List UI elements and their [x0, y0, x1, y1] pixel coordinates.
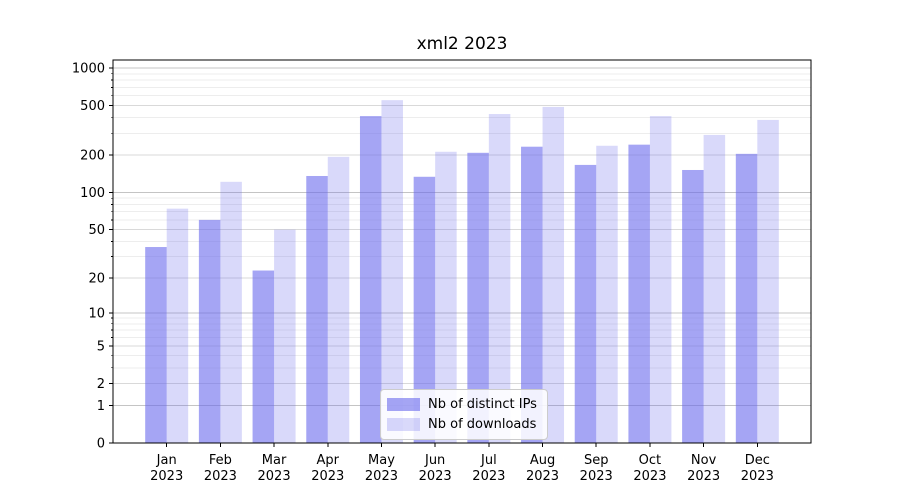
y-tick-label: 1 — [97, 399, 105, 414]
x-tick-label-month: Feb — [209, 453, 232, 468]
x-tick-label-month: Jun — [424, 453, 445, 468]
bar-downloads-apr — [327, 156, 350, 443]
y-tick-label: 1000 — [72, 62, 105, 77]
bar-distinct-ips-feb — [198, 219, 221, 443]
bar-distinct-ips-jun — [413, 176, 436, 444]
chart-title: xml2 2023 — [416, 34, 508, 54]
bar-downloads-jun — [435, 151, 457, 443]
y-tick-label: 100 — [80, 186, 105, 201]
bar-downloads-mar — [274, 229, 296, 443]
x-tick-label-year: 2023 — [258, 469, 291, 484]
x-tick-label-month: Apr — [317, 453, 340, 468]
bar-downloads-may — [381, 100, 403, 443]
axes-border — [112, 59, 812, 444]
legend-swatch-downloads — [387, 418, 420, 431]
x-tick-label-month: Mar — [262, 453, 287, 468]
bar-distinct-ips-aug — [521, 146, 543, 443]
x-tick-label-month: Oct — [639, 453, 661, 468]
y-tick-label: 0 — [97, 437, 105, 452]
x-tick-label-year: 2023 — [526, 469, 559, 484]
bar-downloads-aug — [542, 106, 565, 443]
y-tick-label: 5 — [97, 339, 105, 354]
x-tick-label-year: 2023 — [150, 469, 183, 484]
x-tick-label-year: 2023 — [741, 469, 774, 484]
x-tick-label-year: 2023 — [311, 469, 344, 484]
x-tick-label-month: Aug — [530, 453, 555, 468]
x-tick-label-month: Jul — [480, 453, 497, 468]
bar-distinct-ips-mar — [252, 270, 275, 443]
x-tick-label-year: 2023 — [204, 469, 237, 484]
bar-downloads-dec — [757, 119, 779, 444]
bar-downloads-jan — [166, 208, 189, 443]
y-tick-label: 10 — [88, 306, 105, 321]
legend-label-distinct-ips: Nb of distinct IPs — [428, 397, 537, 412]
x-tick-label-month: Dec — [745, 453, 770, 468]
x-tick-label-month: Jan — [156, 453, 177, 468]
legend-item-distinct-ips: Nb of distinct IPs — [387, 395, 537, 414]
x-tick-label-month: Sep — [584, 453, 609, 468]
x-tick-label-month: May — [368, 453, 395, 468]
y-tick-label: 20 — [88, 271, 105, 286]
bar-distinct-ips-jan — [145, 247, 167, 443]
x-tick-label-year: 2023 — [419, 469, 452, 484]
legend-item-downloads: Nb of downloads — [387, 415, 537, 434]
bar-downloads-nov — [703, 134, 726, 443]
bar-downloads-feb — [220, 181, 242, 443]
legend: Nb of distinct IPs Nb of downloads — [380, 389, 548, 440]
bar-distinct-ips-oct — [628, 144, 650, 444]
y-tick-label: 50 — [88, 223, 105, 238]
bar-distinct-ips-apr — [306, 175, 328, 443]
bar-distinct-ips-may — [359, 116, 382, 443]
y-tick-label: 500 — [80, 99, 105, 114]
bar-distinct-ips-jul — [467, 152, 489, 444]
bar-distinct-ips-dec — [735, 153, 758, 443]
legend-label-downloads: Nb of downloads — [428, 417, 537, 432]
x-tick-label-month: Nov — [691, 453, 717, 468]
bar-downloads-oct — [649, 116, 672, 443]
legend-swatch-distinct-ips — [387, 398, 420, 411]
x-tick-label-year: 2023 — [365, 469, 398, 484]
x-tick-label-year: 2023 — [580, 469, 613, 484]
bar-downloads-sep — [596, 145, 618, 443]
bar-distinct-ips-sep — [574, 164, 597, 443]
y-tick-label: 200 — [80, 149, 105, 164]
x-tick-label-year: 2023 — [472, 469, 505, 484]
y-tick-label: 2 — [97, 377, 105, 392]
x-tick-label-year: 2023 — [633, 469, 666, 484]
bar-distinct-ips-nov — [682, 169, 704, 443]
bar-downloads-jul — [488, 114, 511, 443]
x-tick-label-year: 2023 — [687, 469, 720, 484]
